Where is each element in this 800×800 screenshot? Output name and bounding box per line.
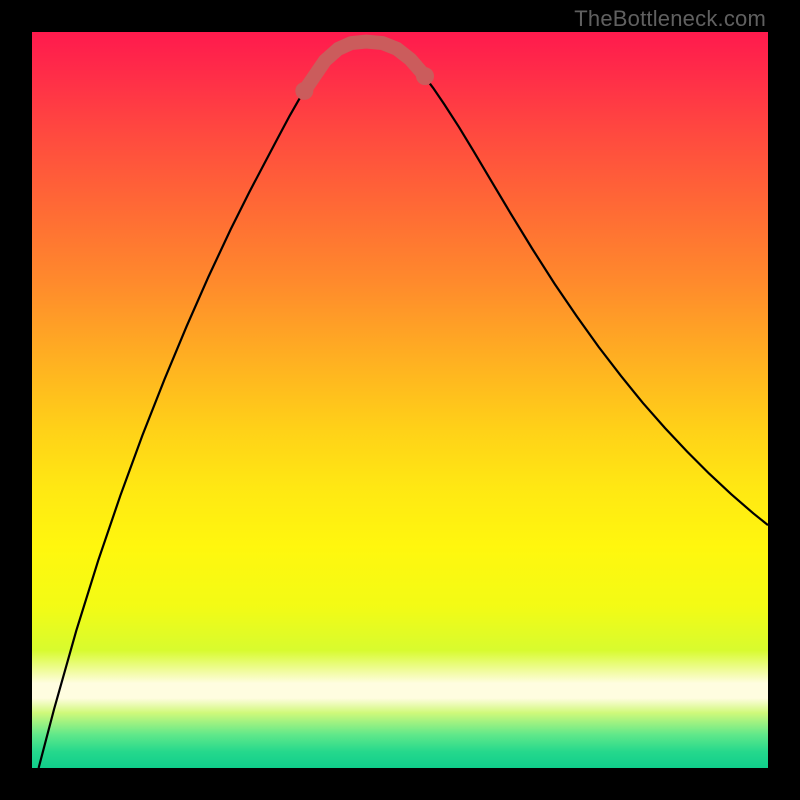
- optimal-range-end-dot: [416, 67, 434, 85]
- optimal-range-marker: [304, 42, 425, 91]
- bottleneck-curve: [39, 40, 768, 768]
- plot-area: [32, 32, 768, 768]
- stage: TheBottleneck.com: [0, 0, 800, 800]
- watermark-label: TheBottleneck.com: [574, 6, 766, 32]
- optimal-range-start-dot: [295, 82, 313, 100]
- chart-svg: [32, 32, 768, 768]
